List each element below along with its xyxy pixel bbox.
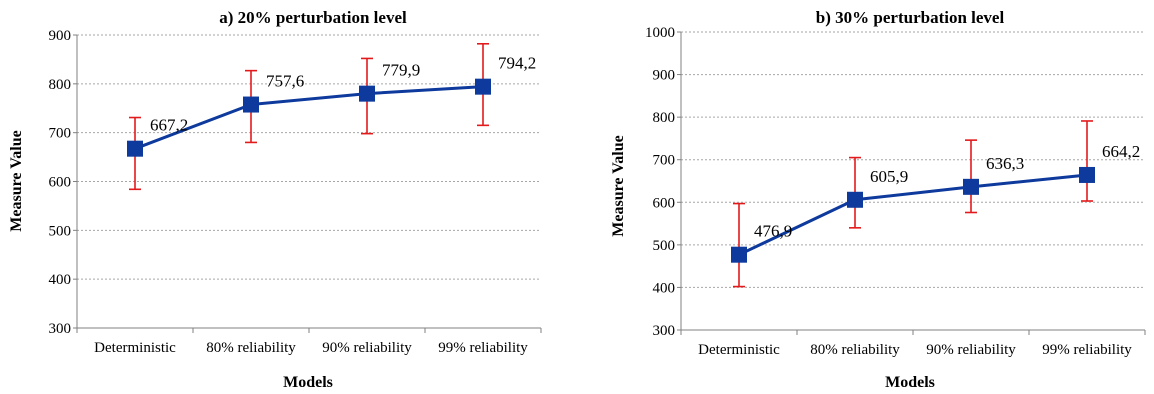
chart-b-xtick-label: 80% reliability [810, 342, 900, 358]
chart-b-data-label: 664,2 [1102, 142, 1140, 161]
chart-b-ytick-label: 300 [653, 323, 676, 339]
chart-a-data-label: 779,9 [382, 61, 420, 80]
chart-a-xtick-label: 90% reliability [322, 340, 412, 356]
chart-b-xtick-label: Deterministic [698, 342, 780, 358]
chart-a-ytick-label: 800 [49, 77, 72, 93]
chart-a-data-label: 794,2 [498, 54, 536, 73]
chart-b: b) 30% perturbation level Measure Value … [610, 8, 1146, 391]
chart-a-xtick-label: 80% reliability [206, 340, 296, 356]
chart-a-ytick-label: 900 [49, 28, 72, 44]
chart-b-title: b) 30% perturbation level [816, 8, 1005, 27]
chart-b-ytick-label: 1000 [645, 25, 675, 41]
chart-b-ytick-label: 500 [653, 238, 676, 254]
chart-b-ytick-label: 800 [653, 110, 676, 126]
chart-a-ytick-label: 300 [49, 321, 72, 337]
chart-b-data-label: 476,9 [754, 222, 792, 241]
chart-b-ytick-label: 600 [653, 195, 676, 211]
chart-a-data-point [127, 140, 143, 157]
chart-b-data-point [1079, 166, 1095, 183]
chart-a-xtick-label: Deterministic [94, 340, 176, 356]
chart-a-ytick-label: 500 [49, 223, 72, 239]
chart-a-xtick-label: 99% reliability [438, 340, 528, 356]
chart-b-ytick-label: 700 [653, 153, 676, 169]
chart-a: a) 20% perturbation level Measure Value … [8, 8, 542, 391]
chart-b-data-label: 605,9 [870, 167, 908, 186]
chart-b-data-point [963, 178, 979, 195]
chart-b-ytick-label: 400 [653, 280, 676, 296]
chart-b-xlabel: Models [885, 374, 935, 391]
chart-b-ylabel: Measure Value [610, 135, 627, 236]
chart-b-data-point [731, 246, 747, 263]
chart-b-series-line [738, 173, 1088, 257]
chart-a-xlabel: Models [283, 374, 333, 391]
chart-b-plot-area: 300 400 500 600 700 800 900 1000 Deterministic 80… [645, 25, 1146, 358]
chart-a-title: a) 20% perturbation level [219, 8, 407, 27]
chart-a-data-point [243, 96, 259, 113]
chart-b-xtick-label: 90% reliability [926, 342, 1016, 358]
chart-b-data-point [847, 191, 863, 208]
chart-a-plot-area: 300 400 500 600 700 800 900 Deterministic 80% re… [49, 28, 542, 356]
chart-b-data-label: 636,3 [986, 154, 1024, 173]
chart-b-ytick-label: 900 [653, 68, 676, 84]
chart-a-data-point [475, 78, 491, 95]
chart-b-xtick-label: 99% reliability [1042, 342, 1132, 358]
chart-a-data-label: 757,6 [266, 72, 304, 91]
chart-a-ytick-label: 700 [49, 126, 72, 142]
chart-a-series-line [134, 85, 484, 151]
chart-a-data-point [359, 85, 375, 102]
chart-a-data-label: 667,2 [150, 116, 188, 135]
chart-a-ytick-label: 600 [49, 175, 72, 191]
chart-a-ylabel: Measure Value [8, 130, 25, 231]
chart-a-ytick-label: 400 [49, 272, 72, 288]
